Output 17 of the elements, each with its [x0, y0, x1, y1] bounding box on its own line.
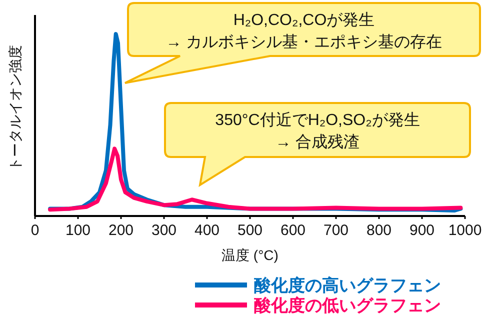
y-axis-title: トータルイオン強度: [7, 45, 23, 171]
x-tick-label: 600: [280, 222, 306, 239]
x-tick-label: 900: [409, 222, 435, 239]
x-tick-label: 800: [366, 222, 392, 239]
annotation: H₂O,CO₂,COが発生 → カルボキシル基・エポキシ基の存在: [166, 11, 442, 51]
x-tick-label: 1000: [448, 222, 482, 239]
legend-label: 酸化度の高いグラフェン: [254, 276, 441, 295]
x-axis-title: 温度 (°C): [222, 247, 278, 263]
x-tick-label: 500: [237, 222, 263, 239]
x-tick-label: 400: [194, 222, 220, 239]
x-tick-label: 200: [108, 222, 134, 239]
x-tick-label: 700: [323, 222, 349, 239]
x-tick-label: 300: [151, 222, 177, 239]
annotation: 350°C付近でH₂O,SO₂が発生 → 合成残渣: [215, 111, 420, 151]
legend-label: 酸化度の低いグラフェン: [254, 296, 441, 315]
x-tick-label: 100: [65, 222, 91, 239]
x-tick-label: 0: [30, 222, 40, 239]
